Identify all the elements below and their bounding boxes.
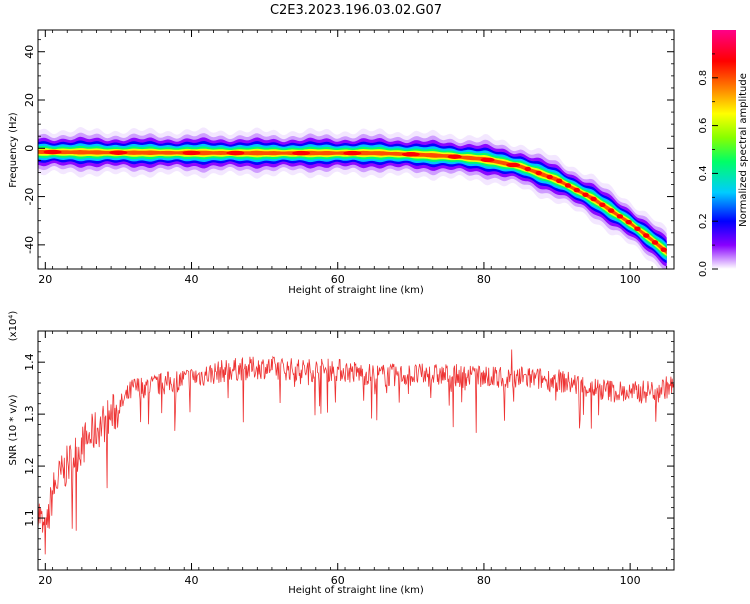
heatmap-peak bbox=[651, 240, 659, 245]
heatmap-y-tick-label: 40 bbox=[23, 45, 36, 59]
snr-x-tick-label: 20 bbox=[38, 574, 52, 587]
heatmap-peak bbox=[599, 202, 606, 208]
heatmap-y-tick-label: 0 bbox=[23, 145, 36, 152]
snr-frame bbox=[37, 330, 675, 571]
heatmap-peak bbox=[524, 166, 531, 172]
snr-y-axis-label: SNR (10 * v/v) bbox=[8, 394, 19, 465]
heatmap-peak bbox=[634, 226, 641, 232]
heatmap-y-axis-label: Frequency (Hz) bbox=[8, 112, 19, 188]
heatmap-peak bbox=[292, 150, 311, 156]
heatmap-peak bbox=[43, 149, 62, 155]
heatmap-ridge bbox=[38, 127, 667, 269]
heatmap-x-axis-label: Height of straight line (km) bbox=[288, 285, 424, 296]
heatmap-peak bbox=[343, 150, 362, 156]
heatmap-y-tick-label: -40 bbox=[23, 236, 36, 254]
snr-ticks: 20 40 60 80 100 1.1 1.2 1.3 1.4 bbox=[23, 331, 674, 587]
snr-y-tick-label: 1.1 bbox=[23, 509, 36, 527]
heatmap-x-tick-label: 100 bbox=[620, 273, 641, 286]
colorbar-tick-label: 0.2 bbox=[698, 213, 709, 229]
heatmap-peak bbox=[564, 183, 572, 188]
snr-x-tick-label: 100 bbox=[620, 574, 641, 587]
heatmap-peak bbox=[616, 214, 624, 219]
snr-y-tick-label: 1.3 bbox=[23, 405, 36, 423]
heatmap-peak bbox=[447, 154, 462, 159]
colorbar: 0.0 0.2 0.4 0.6 0.8 Normalized spectral ampl… bbox=[698, 30, 749, 277]
snr-y-tick-label: 1.2 bbox=[23, 457, 36, 475]
heatmap-peak bbox=[480, 157, 495, 163]
heatmap-y-tick-label: 20 bbox=[23, 93, 36, 107]
heatmap-peak bbox=[556, 178, 563, 184]
heatmap-peak bbox=[401, 152, 420, 157]
colorbar-tick-label: 0.0 bbox=[698, 261, 709, 277]
figure-title: C2E3.2023.196.03.02.G07 bbox=[270, 3, 442, 18]
heatmap-peak bbox=[590, 196, 597, 202]
heatmap-peak bbox=[535, 170, 542, 176]
heatmap-panel: 20 40 60 80 100 -40 -20 0 20 40 Height of straigh… bbox=[8, 29, 675, 296]
colorbar-tick-label: 0.4 bbox=[698, 165, 709, 181]
heatmap-peak bbox=[226, 150, 245, 156]
snr-y-tick-label: 1.4 bbox=[23, 353, 36, 371]
snr-x-tick-label: 60 bbox=[331, 574, 345, 587]
heatmap-x-tick-label: 20 bbox=[38, 273, 52, 286]
snr-x-tick-label: 40 bbox=[185, 574, 199, 587]
snr-series-line bbox=[38, 349, 674, 555]
heatmap-peak bbox=[660, 247, 667, 252]
colorbar-tick-label: 0.6 bbox=[698, 118, 709, 134]
heatmap-x-tick-label: 40 bbox=[185, 273, 199, 286]
heatmap-y-tick-label: -20 bbox=[23, 188, 36, 206]
heatmap-peak bbox=[109, 150, 128, 155]
heatmap-peak bbox=[582, 192, 589, 198]
heatmap-peak bbox=[625, 219, 632, 225]
colorbar-ticks: 0.0 0.2 0.4 0.6 0.8 bbox=[698, 53, 718, 277]
heatmap-band-5 bbox=[38, 145, 667, 259]
snr-x-tick-label: 80 bbox=[477, 574, 491, 587]
heatmap-ticks: 20 40 60 80 100 -40 -20 0 20 40 bbox=[23, 30, 674, 286]
heatmap-peak bbox=[182, 150, 201, 156]
snr-scale-note: (x10⁴) bbox=[8, 311, 19, 342]
colorbar-tick-label: 0.8 bbox=[698, 70, 709, 86]
heatmap-peak bbox=[546, 174, 553, 180]
snr-x-axis-label: Height of straight line (km) bbox=[288, 585, 424, 596]
colorbar-label: Normalized spectral amplitude bbox=[738, 73, 749, 227]
snr-panel: 20 40 60 80 100 1.1 1.2 1.3 1.4 Height of straig… bbox=[8, 311, 675, 596]
heatmap-peak bbox=[607, 208, 615, 213]
heatmap-peak bbox=[573, 187, 580, 193]
heatmap-x-tick-label: 60 bbox=[331, 273, 345, 286]
colorbar-gradient bbox=[712, 30, 736, 269]
heatmap-x-tick-label: 80 bbox=[477, 273, 491, 286]
heatmap-peak bbox=[643, 233, 650, 238]
heatmap-peak bbox=[506, 162, 521, 168]
heatmap-frame bbox=[37, 29, 675, 270]
